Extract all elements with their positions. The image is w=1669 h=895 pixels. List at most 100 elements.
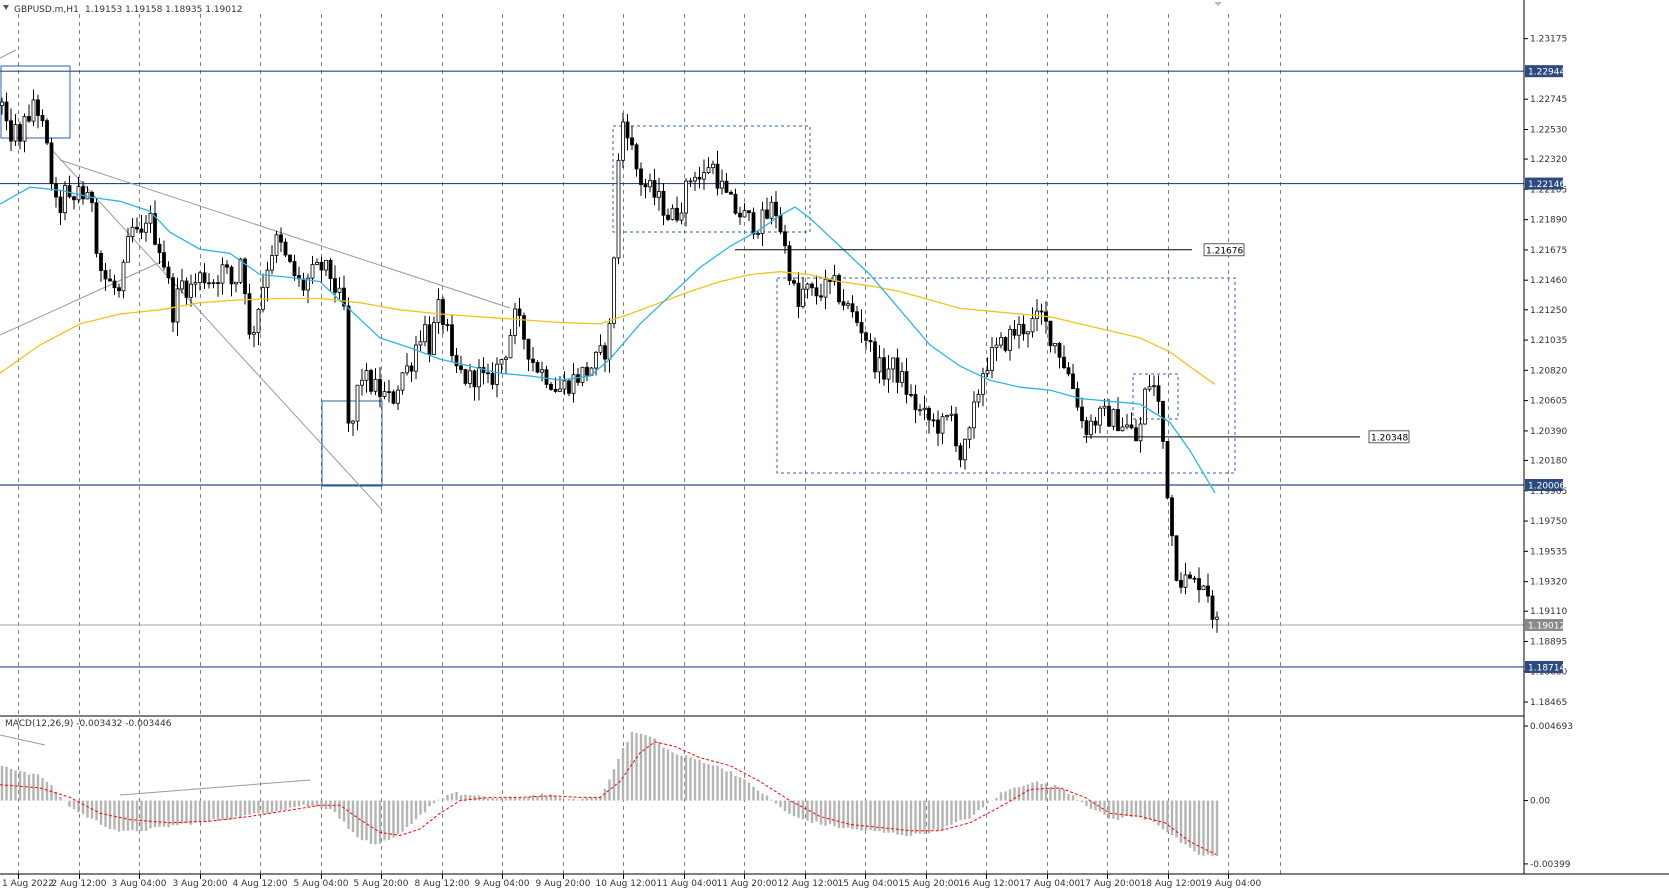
price-axis[interactable]: 1.23175 1.22745 1.22530 1.22320 1.22105 1.218… [1524,35,1573,870]
dashed-rectangle-box[interactable] [1132,373,1179,420]
candle-body [486,372,490,375]
scroll-indicator-icon[interactable] [1214,2,1222,6]
dashed-rectangle-box[interactable] [612,125,811,233]
time-label: 16 Aug 12:00 [959,879,1020,889]
candle-body [508,335,513,359]
candle-body [657,190,661,198]
candle-body [594,351,598,369]
candle-body [1080,406,1084,422]
candle-body [243,258,247,295]
candle-body [1026,331,1030,335]
candle-body [562,380,567,390]
time-label: 10 Aug 12:00 [596,879,657,889]
candle-body [490,373,495,385]
trendline[interactable] [51,149,383,511]
candle-body [675,207,679,221]
price-annotations[interactable]: 1.21676 1.20348 [735,243,1410,444]
candle-body [468,370,472,384]
candle-body [1053,342,1057,347]
moving-averages [0,186,1216,494]
candle-body [1066,367,1071,375]
candle-body [837,275,841,303]
candle-body [877,357,882,373]
candle-body [234,281,238,285]
trendline[interactable] [59,159,511,309]
price-label: 1.18465 [1530,698,1567,708]
candle-body [0,101,4,106]
candle-body [1210,595,1215,620]
trendline[interactable] [0,734,46,746]
macd-label: MACD(12,26,9) -0.003432 -0.003446 [5,719,172,729]
candle-body [117,287,121,292]
price-tag[interactable] [1525,478,1563,491]
price-label: 1.20820 [1530,366,1567,376]
price-label: 1.19750 [1530,517,1567,527]
candle-body [211,282,216,285]
trendlines[interactable] [0,49,511,796]
time-label: 17 Aug 20:00 [1080,879,1141,889]
time-label: 12 Aug 12:00 [778,879,839,889]
candle-body [247,293,252,335]
level-1-tag[interactable] [1203,243,1245,257]
price-tag[interactable] [1525,65,1563,78]
candle-body [387,391,391,393]
candle-body [445,324,450,326]
candle-body [9,120,13,142]
price-label: 1.22530 [1530,125,1567,135]
candle-body [112,280,117,289]
dashed-rectangle-box[interactable] [776,277,1236,474]
price-tag[interactable] [1525,618,1563,631]
candle-body [261,287,265,310]
level-1-tag-label: 1.21676 [1206,246,1243,256]
candle-body [130,226,135,238]
candle-body [144,222,148,233]
price-tag[interactable] [1525,660,1563,673]
trendline[interactable] [119,779,311,796]
candle-body [769,201,774,219]
candle-body [1179,580,1183,588]
price-label: 1.21460 [1530,276,1567,286]
trendline[interactable] [0,259,166,336]
candle-body [724,180,729,193]
trendline[interactable] [0,49,17,59]
candle-body [400,372,405,391]
candle-body [45,120,49,144]
level-2-tag[interactable] [1368,430,1410,444]
candle-body [684,180,688,214]
candle-body [103,270,108,280]
price-label: 1.21035 [1530,336,1567,346]
candle-body [981,373,985,395]
candle-body [454,355,459,367]
candle-body [535,362,540,373]
candle-body [391,391,396,404]
candle-body [540,369,544,373]
candle-body [801,288,805,307]
candle-body [216,282,220,285]
candle-body [522,315,526,340]
candle-body [909,394,913,396]
triangle-down-icon[interactable] [3,5,9,10]
candle-body [432,322,436,355]
candle-body [810,283,814,289]
candle-body [166,266,171,279]
candle-body [369,370,373,392]
candle-body [949,413,954,416]
candle-body [477,367,481,388]
candle-body [175,288,180,323]
candle-body [922,407,927,411]
candle-body [279,234,283,243]
horizontal-levels[interactable] [0,70,1524,668]
price-tag[interactable] [1525,177,1563,190]
candle-body [436,299,441,323]
time-label: 2 Aug 12:00 [52,879,107,889]
candle-body [427,324,432,355]
candle-body [783,231,787,247]
candle-body [517,308,522,317]
time-label: 9 Aug 20:00 [536,879,591,889]
candle-body [171,277,175,323]
candle-body [1021,324,1026,335]
rectangle-box[interactable] [321,400,383,487]
